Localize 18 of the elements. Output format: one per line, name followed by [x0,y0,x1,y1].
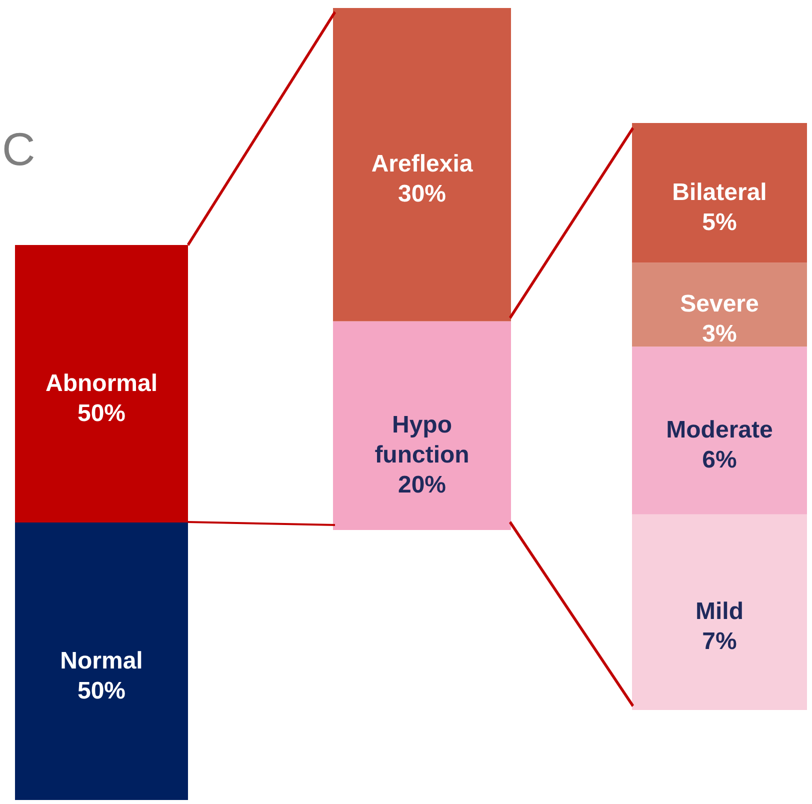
series-label: Areflexia [371,150,474,178]
series-label: Abnormal [45,370,158,397]
data-label: 30% [398,180,446,208]
data-label: 50% [77,677,126,704]
text: C [2,122,36,176]
series-label: Normal [60,647,143,674]
bar [632,346,807,514]
series-label: Mild [696,598,744,626]
series-label: Hypo function [374,412,470,469]
series-label: Moderate [666,416,773,444]
series-label: Severe [680,290,759,318]
data-label: 5% [702,208,737,236]
data-label: 20% [398,472,446,499]
series-label: Bilateral [672,178,767,206]
data-label: 6% [702,446,737,474]
data-label: 50% [77,400,126,427]
data-label: 3% [702,320,737,348]
data-label: 7% [702,628,737,656]
